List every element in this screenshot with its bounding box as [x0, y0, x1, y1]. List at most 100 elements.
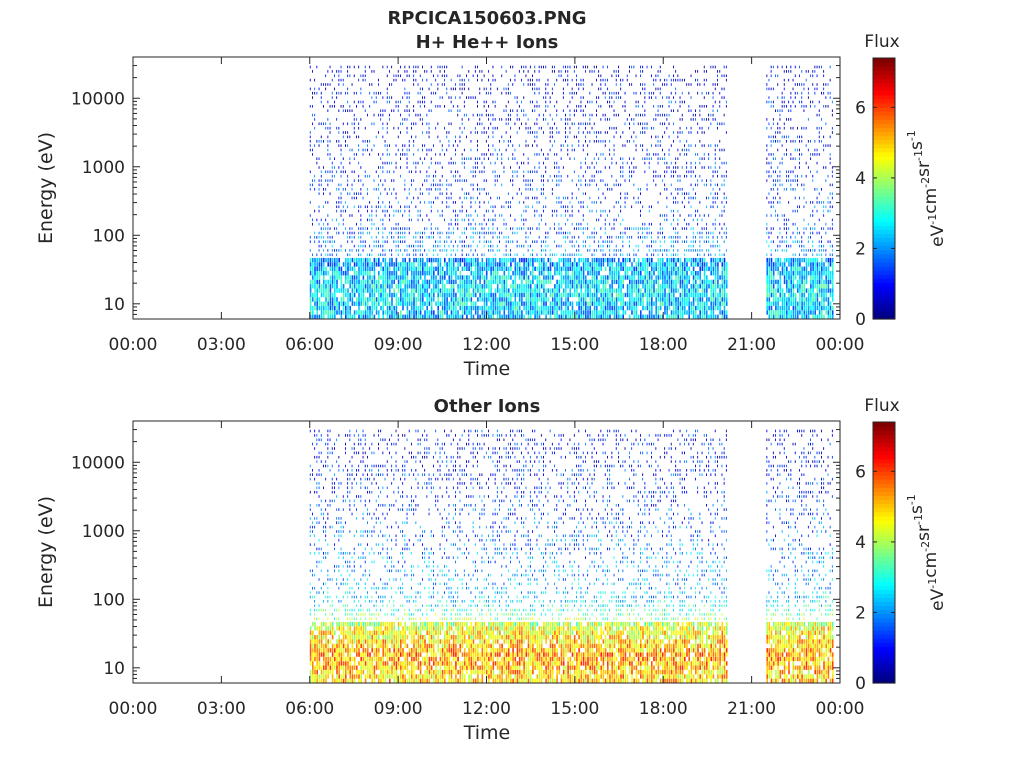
spectrogram-cell — [615, 314, 618, 319]
spectrogram-cell — [675, 257, 677, 263]
spectrogram-cell — [701, 262, 704, 267]
spectrogram-cell — [380, 205, 382, 209]
spectrogram-cell — [598, 266, 600, 271]
spectrogram-cell — [699, 140, 701, 143]
spectrogram-cell — [404, 292, 406, 298]
spectrogram-cell — [692, 262, 695, 267]
spectrogram-cell — [600, 244, 602, 248]
spectrogram-cell — [373, 70, 375, 73]
spectrogram-cell — [490, 257, 492, 263]
spectrogram-cell — [492, 118, 494, 121]
spectrogram-cell — [422, 144, 423, 147]
spectrogram-cell — [642, 157, 644, 160]
spectrogram-cell — [428, 109, 430, 112]
spectrogram-cell — [631, 170, 633, 174]
spectrogram-cell — [512, 310, 514, 315]
spectrogram-cell — [316, 284, 318, 289]
spectrogram-cell — [684, 148, 685, 152]
spectrogram-cell — [351, 301, 354, 306]
spectrogram-cell — [681, 314, 684, 319]
spectrogram-cell — [435, 244, 437, 248]
spectrogram-cell — [657, 249, 659, 252]
spectrogram-cell — [422, 161, 423, 165]
spectrogram-cell — [629, 236, 630, 239]
spectrogram-cell — [635, 253, 637, 257]
spectrogram-cell — [580, 288, 583, 293]
spectrogram-cell — [404, 275, 406, 280]
spectrogram-cell — [496, 87, 498, 91]
spectrogram-cell — [567, 257, 569, 263]
spectrogram-cell — [490, 310, 492, 315]
spectrogram-cell — [510, 126, 511, 130]
spectrogram-cell — [360, 192, 362, 195]
spectrogram-cell — [426, 174, 428, 178]
spectrogram-cell — [503, 284, 506, 289]
spectrogram-cell — [331, 161, 333, 165]
spectrogram-cell — [437, 161, 439, 165]
spectrogram-cell — [596, 310, 598, 315]
spectrogram-cell — [437, 105, 439, 108]
spectrogram-cell — [312, 148, 313, 152]
spectrogram-cell — [406, 205, 408, 209]
spectrogram-cell — [386, 310, 389, 315]
spectrogram-cell — [554, 297, 556, 302]
spectrogram-cell — [428, 314, 431, 319]
spectrogram-cell — [347, 240, 349, 243]
spectrogram-cell — [426, 188, 428, 191]
spectrogram-cell — [576, 227, 577, 230]
spectrogram-cell — [501, 301, 503, 306]
spectrogram-cell — [485, 179, 487, 182]
spectrogram-cell — [338, 249, 340, 252]
spectrogram-cell — [534, 214, 536, 217]
spectrogram-cell — [692, 240, 694, 243]
spectrogram-cell — [413, 266, 415, 271]
spectrogram-cell — [545, 87, 547, 91]
spectrogram-cell — [481, 271, 484, 276]
spectrogram-cell — [593, 301, 596, 306]
spectrogram-cell — [589, 262, 591, 267]
spectrogram-cell — [677, 236, 679, 239]
spectrogram-cell — [684, 266, 686, 271]
spectrogram-cell — [338, 70, 340, 73]
spectrogram-cell — [567, 74, 569, 78]
spectrogram-cell — [384, 240, 386, 243]
spectrogram-cell — [600, 179, 602, 182]
spectrogram-cell — [477, 284, 479, 289]
spectrogram-cell — [571, 284, 574, 289]
spectrogram-cell — [331, 96, 333, 99]
spectrogram-cell — [615, 183, 617, 187]
spectrogram-cell — [463, 279, 466, 285]
spectrogram-cell — [353, 262, 356, 267]
spectrogram-cell — [640, 192, 641, 195]
spectrogram-cell — [457, 222, 459, 226]
spectrogram-cell — [345, 301, 347, 306]
spectrogram-cell — [602, 292, 605, 298]
spectrogram-cell — [607, 236, 608, 239]
spectrogram-cell — [345, 262, 347, 267]
spectrogram-cell — [618, 262, 620, 267]
spectrogram-cell — [397, 253, 399, 257]
spectrogram-cell — [371, 305, 373, 311]
spectrogram-cell — [655, 113, 657, 117]
spectrogram-cell — [516, 100, 518, 104]
spectrogram-cell — [569, 257, 572, 263]
spectrogram-cell — [692, 249, 694, 252]
spectrogram-cell — [358, 174, 360, 178]
spectrogram-cell — [380, 157, 382, 160]
spectrogram-cell — [312, 70, 313, 73]
spectrogram-cell — [406, 279, 409, 285]
spectrogram-cell — [578, 314, 580, 319]
spectrogram-cell — [692, 170, 694, 174]
spectrogram-cell — [609, 100, 611, 104]
spectrogram-cell — [600, 214, 602, 217]
spectrogram-cell — [457, 244, 459, 248]
spectrogram-cell — [587, 131, 589, 134]
spectrogram-cell — [439, 236, 441, 239]
spectrogram-cell — [428, 192, 430, 195]
spectrogram-cell — [422, 122, 423, 126]
spectrogram-cell — [664, 284, 666, 289]
spectrogram-cell — [587, 301, 589, 306]
spectrogram-cell — [375, 244, 377, 248]
spectrogram-cell — [455, 279, 457, 285]
spectrogram-cell — [468, 218, 470, 222]
